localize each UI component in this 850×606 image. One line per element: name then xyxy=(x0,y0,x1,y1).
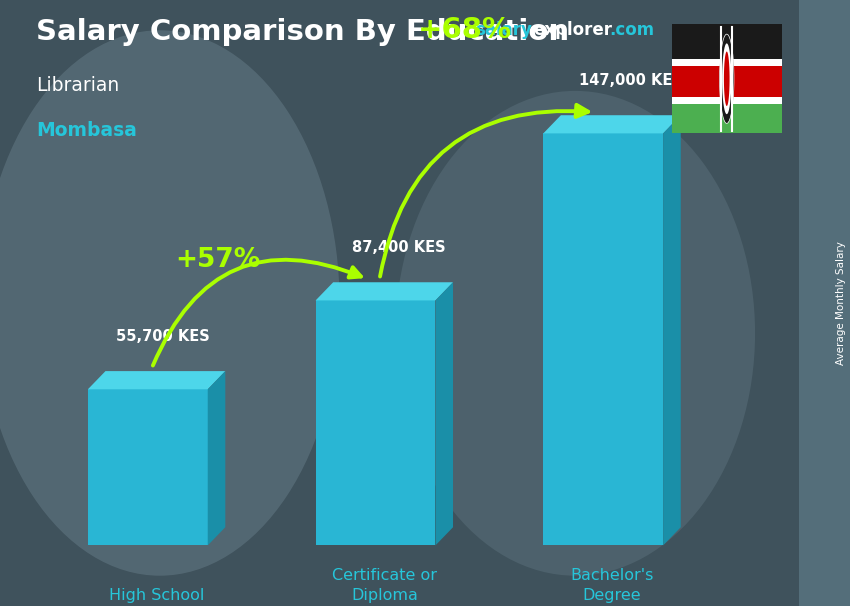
Bar xyxy=(672,24,782,60)
Polygon shape xyxy=(722,43,731,114)
Polygon shape xyxy=(720,34,734,124)
Bar xyxy=(672,65,782,98)
Text: +68%: +68% xyxy=(418,16,513,44)
Polygon shape xyxy=(88,371,225,389)
Text: 87,400 KES: 87,400 KES xyxy=(352,240,445,255)
Text: Bachelor's
Degree: Bachelor's Degree xyxy=(570,568,654,603)
Polygon shape xyxy=(543,115,681,133)
Bar xyxy=(672,98,782,105)
Polygon shape xyxy=(724,52,729,106)
Polygon shape xyxy=(435,282,453,545)
Bar xyxy=(672,59,782,67)
Ellipse shape xyxy=(395,91,755,576)
Text: Average Monthly Salary: Average Monthly Salary xyxy=(836,241,846,365)
Polygon shape xyxy=(88,389,207,545)
Bar xyxy=(672,104,782,133)
Text: Librarian: Librarian xyxy=(36,76,119,95)
Ellipse shape xyxy=(0,30,340,576)
Text: 55,700 KES: 55,700 KES xyxy=(116,329,210,344)
Polygon shape xyxy=(315,282,453,301)
Text: Certificate or
Diploma: Certificate or Diploma xyxy=(332,568,437,603)
Text: salary: salary xyxy=(475,21,532,39)
Polygon shape xyxy=(663,115,681,545)
Text: explorer: explorer xyxy=(534,21,613,39)
Polygon shape xyxy=(315,301,435,545)
Text: 147,000 KES: 147,000 KES xyxy=(579,73,683,88)
Text: +57%: +57% xyxy=(175,247,260,273)
Text: .com: .com xyxy=(609,21,654,39)
Text: Mombasa: Mombasa xyxy=(36,121,137,140)
Polygon shape xyxy=(543,133,663,545)
Polygon shape xyxy=(207,371,225,545)
Text: Salary Comparison By Education: Salary Comparison By Education xyxy=(36,18,570,46)
Text: High School: High School xyxy=(109,588,204,603)
